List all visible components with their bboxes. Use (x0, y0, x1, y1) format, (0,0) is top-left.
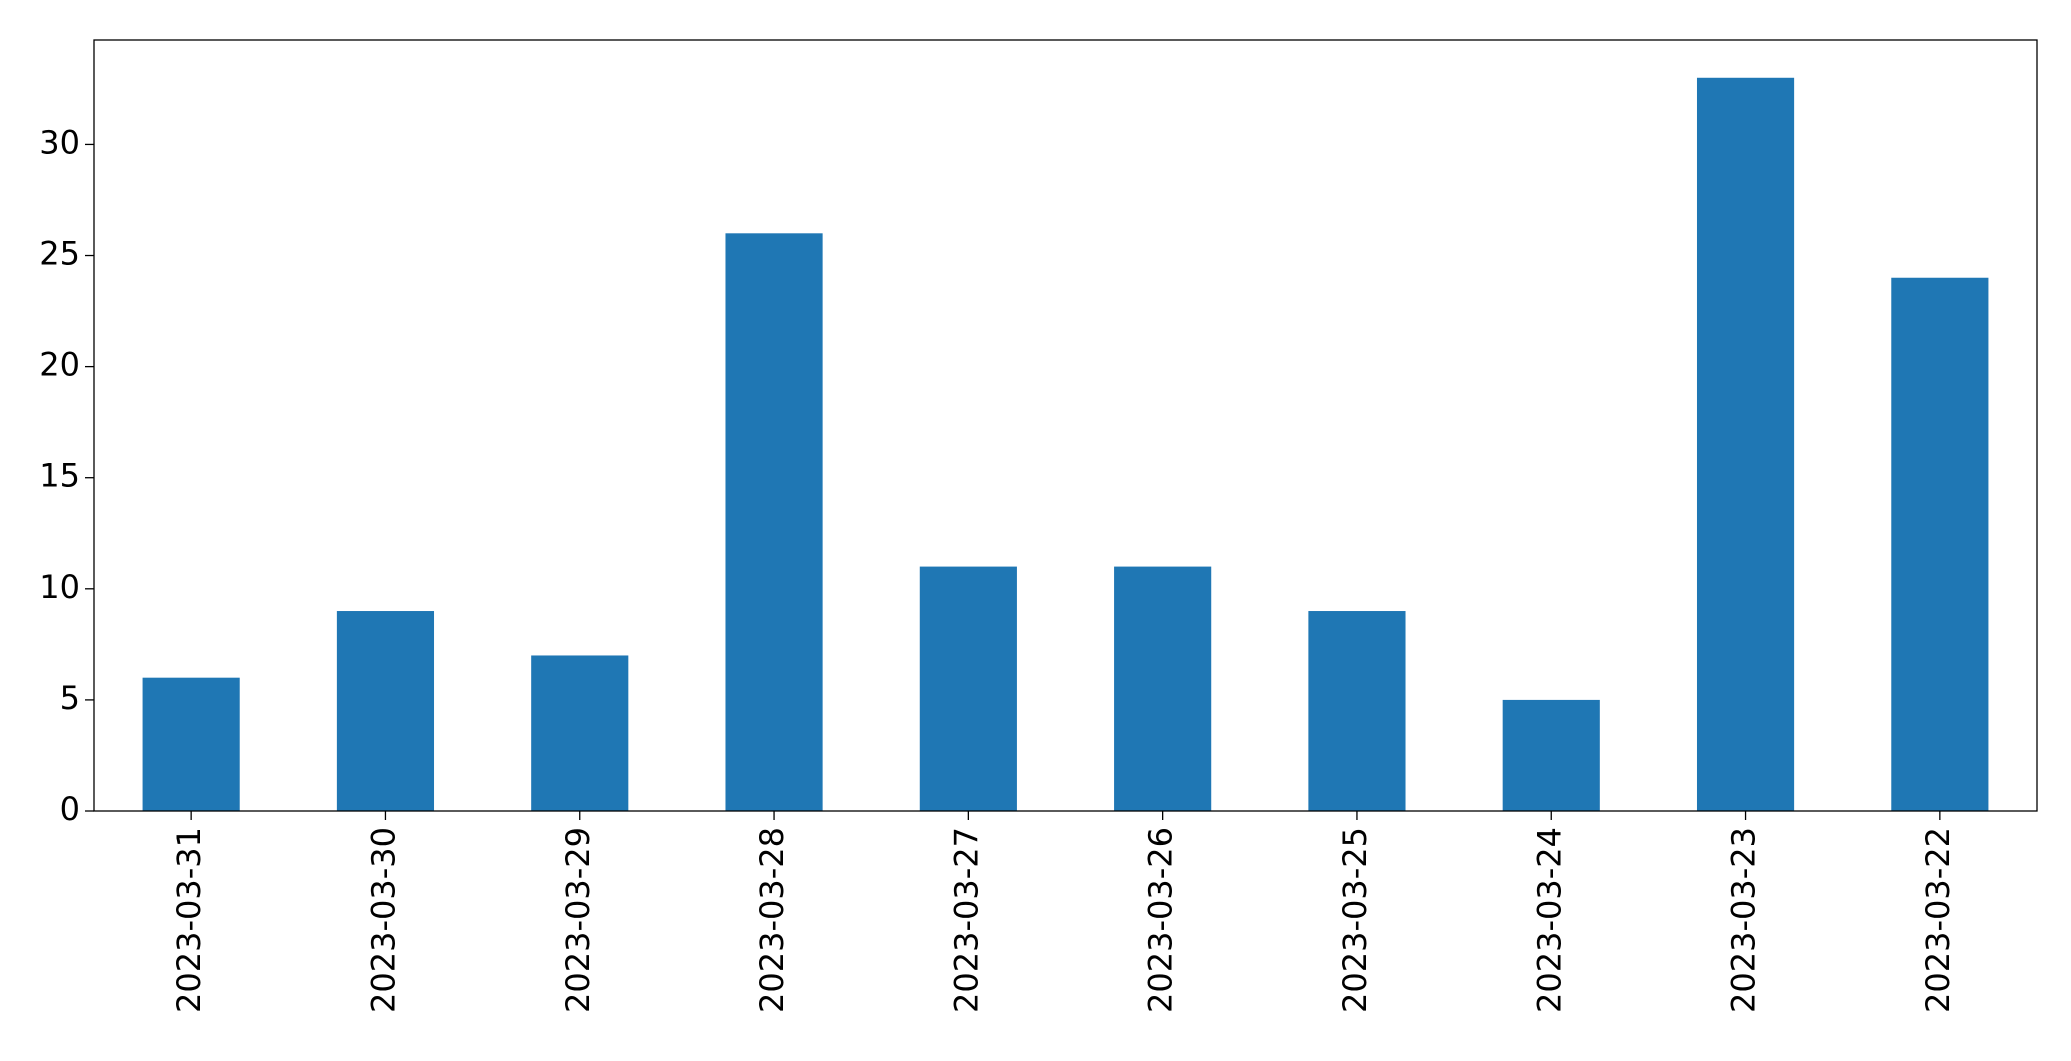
bar (336, 611, 435, 811)
plot-frame (93, 39, 2038, 812)
y-tick-label: 30 (39, 123, 80, 161)
x-tick-label: 2023-03-29 (559, 827, 597, 1013)
bar (1696, 77, 1795, 811)
bar (531, 655, 629, 811)
y-tick-label: 25 (39, 235, 80, 273)
x-tick-label: 2023-03-31 (170, 827, 208, 1013)
x-tick-label: 2023-03-22 (1919, 827, 1957, 1013)
y-tick-label: 20 (39, 346, 80, 384)
bar (725, 233, 823, 811)
x-tick-label: 2023-03-26 (1142, 827, 1180, 1013)
x-tick-label: 2023-03-25 (1336, 827, 1374, 1013)
bar (1114, 566, 1212, 811)
y-tick-label: 10 (39, 568, 80, 606)
bar (142, 677, 240, 811)
bar (1502, 699, 1600, 811)
bar (1891, 277, 1989, 811)
bar (919, 566, 1017, 811)
x-tick-label: 2023-03-23 (1725, 827, 1763, 1013)
x-tick-label: 2023-03-27 (947, 827, 985, 1013)
x-tick-label: 2023-03-24 (1530, 827, 1568, 1013)
x-tick-label: 2023-03-30 (364, 827, 402, 1013)
y-tick-label: 15 (39, 457, 80, 495)
y-tick-label: 0 (60, 790, 80, 828)
x-tick-label: 2023-03-28 (753, 827, 791, 1013)
bar (1308, 611, 1406, 811)
y-tick-label: 5 (60, 679, 80, 717)
